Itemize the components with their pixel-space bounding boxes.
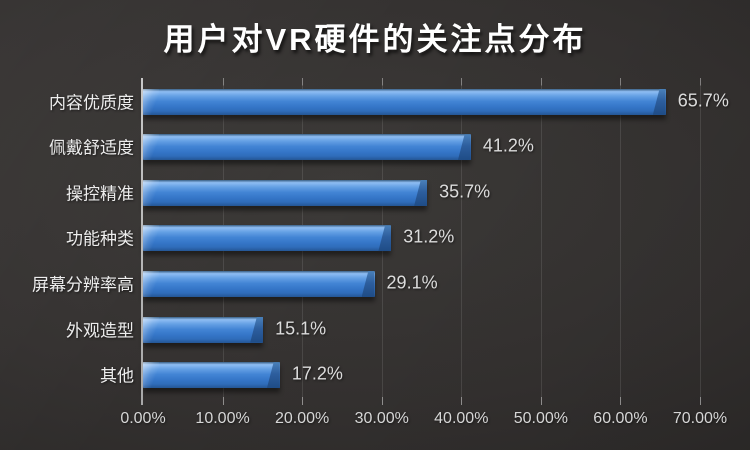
category-label: 其他 [100, 366, 134, 386]
category-label: 功能种类 [66, 229, 134, 249]
bar-row: 功能种类 31.2% [66, 215, 700, 261]
x-axis-label: 20.00% [275, 410, 330, 427]
x-axis-label: 40.00% [434, 410, 489, 427]
bar-row: 操控精准 35.7% [66, 169, 700, 215]
x-axis-label: 50.00% [513, 410, 568, 427]
x-axis-label: 60.00% [593, 410, 648, 427]
bar-row: 外观造型 15.1% [66, 306, 700, 352]
bar [143, 225, 392, 252]
bar [143, 271, 375, 298]
value-label: 29.1% [386, 272, 438, 293]
value-label: 31.2% [403, 226, 455, 247]
x-axis-label: 30.00% [354, 410, 409, 427]
axis-tick [700, 397, 701, 405]
bar [143, 88, 666, 115]
axis-tick [222, 397, 224, 405]
value-label: 17.2% [291, 363, 343, 384]
value-label: 41.2% [482, 135, 534, 156]
bar-row: 屏幕分辨率高 29.1% [32, 260, 700, 306]
category-label: 外观造型 [66, 321, 134, 341]
value-label: 35.7% [439, 181, 491, 202]
value-label: 65.7% [677, 90, 729, 111]
axis-tick [302, 397, 304, 405]
axis-tick [620, 397, 622, 405]
x-axis-label: 0.00% [120, 410, 166, 427]
category-label: 操控精准 [66, 184, 134, 204]
axis-tick [461, 397, 463, 405]
category-label: 屏幕分辨率高 [32, 275, 134, 295]
bar [143, 362, 280, 389]
x-axis-label: 70.00% [672, 410, 728, 427]
bar [143, 316, 264, 343]
bar [143, 134, 471, 161]
gridline [620, 78, 622, 397]
value-label: 15.1% [275, 318, 327, 339]
chart-title: 用户对VR硬件的关注点分布 [163, 22, 587, 57]
bar [143, 179, 428, 206]
y-axis-line [141, 78, 143, 405]
gridline [461, 78, 463, 397]
gridline [700, 78, 701, 397]
axis-tick [381, 397, 383, 405]
plot-area: 内容优质度 65.7% 佩戴舒适度 41.2% 操控精准 35.7% 功能种类 … [32, 78, 729, 405]
axis-tick [540, 397, 542, 405]
x-axis: 0.00% 10.00% 20.00% 30.00% 40.00% 50.00% 60.00… [120, 410, 727, 434]
category-label: 内容优质度 [49, 93, 134, 113]
category-label: 佩戴舒适度 [49, 138, 134, 158]
x-axis-label: 10.00% [195, 410, 250, 427]
bar-row: 佩戴舒适度 41.2% [49, 124, 700, 170]
bar-row: 内容优质度 65.7% [49, 78, 729, 124]
gridline [540, 78, 542, 397]
bar-row: 其他 17.2% [100, 351, 700, 397]
